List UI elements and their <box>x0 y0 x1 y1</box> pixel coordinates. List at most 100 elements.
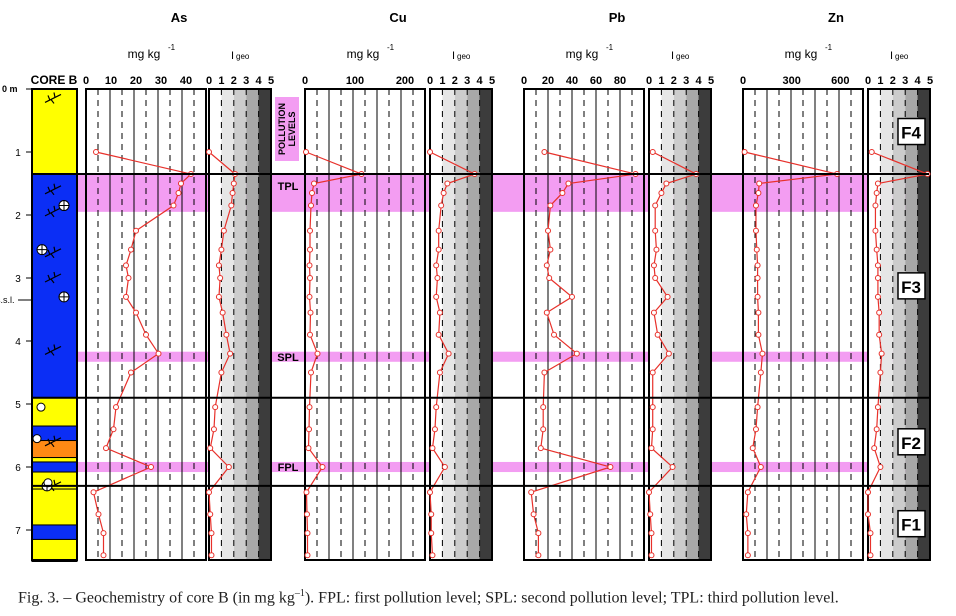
igeo-point <box>649 149 656 155</box>
igeo-tick-label: 0 <box>646 75 652 87</box>
igeo-point <box>435 331 442 338</box>
igeo-point <box>874 180 881 187</box>
concentration-point <box>307 275 313 281</box>
pollution-levels-title-word: LEVELS <box>287 111 297 146</box>
igeo-box <box>208 88 272 561</box>
concentration-point <box>100 552 107 559</box>
concentration-tick-label: 300 <box>782 75 800 87</box>
igeo-point <box>206 489 212 496</box>
concentration-point <box>306 262 313 269</box>
igeo-point <box>441 464 448 470</box>
concentration-point <box>123 293 129 300</box>
igeo-point <box>229 189 236 196</box>
concentration-point <box>573 350 580 357</box>
igeo-box <box>648 88 712 561</box>
igeo-point <box>208 530 215 537</box>
sea-level-label: s.s.l. <box>0 295 15 305</box>
concentration-point <box>90 489 97 496</box>
pollution-levels-title: POLLUTION LEVELS <box>275 97 299 161</box>
concentration-point <box>93 149 99 155</box>
concentration-point <box>759 350 766 357</box>
igeo-point <box>218 369 225 376</box>
igeo-point <box>215 293 222 300</box>
igeo-tick-label: 0 <box>427 75 433 87</box>
concentration-point <box>754 262 761 269</box>
igeo-tick-label: 5 <box>927 75 933 87</box>
svg-text:F4: F4 <box>901 124 921 143</box>
igeo-point <box>207 511 214 518</box>
igeo-tick-label: 2 <box>671 75 677 87</box>
igeo-point <box>206 149 212 155</box>
concentration-tick-label: 10 <box>105 75 117 87</box>
igeo-point <box>874 404 881 411</box>
lithology-frame <box>31 88 78 561</box>
concentration-point <box>607 464 614 470</box>
concentration-tick-label: 100 <box>346 75 364 87</box>
depth-tick-label: 7 <box>15 526 21 537</box>
concentration-series-line <box>530 151 636 556</box>
igeo-tick-label: 4 <box>915 75 922 87</box>
igeo-point <box>652 202 659 209</box>
igeo-point <box>873 246 880 253</box>
igeo-point <box>433 262 440 269</box>
concentration-tick-label: 30 <box>155 75 167 87</box>
concentration-point <box>308 369 314 376</box>
concentration-point <box>303 149 309 155</box>
concentration-point <box>178 180 184 187</box>
element-title: As <box>171 10 188 25</box>
igeo-point <box>427 149 433 155</box>
concentration-tick-label: 200 <box>396 75 414 87</box>
igeo-point <box>207 445 214 452</box>
igeo-point <box>434 275 441 281</box>
concentration-tick-label: 0 <box>521 75 527 87</box>
concentration-point <box>543 309 550 316</box>
facies-lines: F4 F3 F2 F1 <box>32 117 929 538</box>
igeo-tick-label: 3 <box>243 75 249 87</box>
concentration-point <box>754 293 761 300</box>
igeo-point <box>428 511 435 518</box>
caption-superscript: –1 <box>294 588 305 599</box>
concentration-point <box>155 350 162 357</box>
facies-label-f2: F2 <box>897 428 926 456</box>
igeo-point <box>208 552 215 559</box>
igeo-tick-label: 3 <box>464 75 470 87</box>
concentration-point <box>309 189 315 196</box>
igeo-point <box>648 530 655 537</box>
igeo-point <box>877 464 884 470</box>
concentration-point <box>306 293 313 300</box>
igeo-class-shade <box>209 89 222 560</box>
depth-tick-label: 6 <box>15 463 21 474</box>
concentration-point <box>100 530 107 537</box>
depth-tick-label: 3 <box>15 274 21 285</box>
pollution-level-label-spl: SPL <box>277 352 299 364</box>
igeo-point <box>436 369 443 376</box>
lithology-layer <box>31 488 78 526</box>
concentration-series-line <box>305 151 364 556</box>
igeo-point <box>227 350 234 357</box>
concentration-point <box>303 489 310 496</box>
concentration-point <box>757 464 764 470</box>
igeo-point <box>868 149 875 155</box>
concentration-point <box>307 309 314 316</box>
igeo-point <box>223 331 230 338</box>
depth-tick-label: 2 <box>15 211 21 222</box>
pollution-band-spl <box>76 351 929 362</box>
igeo-header-sub: geo <box>676 52 690 61</box>
concentration-point <box>754 275 761 281</box>
svg-text:F1: F1 <box>901 516 921 535</box>
igeo-class-shade <box>221 89 234 560</box>
igeo-point <box>444 180 451 187</box>
igeo-tick-label: 0 <box>865 75 871 87</box>
igeo-tick-label: 1 <box>877 75 883 87</box>
concentration-point <box>304 530 311 537</box>
concentration-point <box>547 246 554 253</box>
igeo-point <box>874 262 881 269</box>
concentration-point <box>128 246 134 253</box>
depth-axis: 0 m 1 2 3 4 5 6 7 s.s.l. <box>0 84 32 537</box>
concentration-point <box>304 552 311 559</box>
concentration-point <box>530 511 537 518</box>
concentration-unit-superscript: -1 <box>606 43 614 52</box>
concentration-point <box>741 149 748 155</box>
igeo-point <box>433 404 440 411</box>
